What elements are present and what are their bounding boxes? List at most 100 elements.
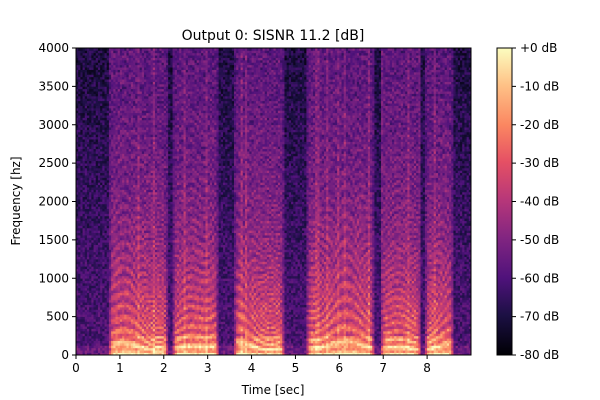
heatmap-cell: [133, 283, 136, 286]
heatmap-cell: [118, 242, 121, 245]
heatmap-cell: [105, 166, 108, 169]
heatmap-cell: [131, 223, 134, 226]
heatmap-cell: [144, 218, 147, 221]
heatmap-cell: [122, 317, 125, 320]
heatmap-cell: [91, 130, 94, 133]
heatmap-cell: [83, 127, 86, 130]
heatmap-cell: [122, 62, 125, 65]
heatmap-cell: [122, 228, 125, 231]
heatmap-cell: [146, 185, 149, 188]
heatmap-cell: [111, 204, 114, 207]
heatmap-cell: [94, 237, 97, 240]
heatmap-cell: [133, 257, 136, 260]
heatmap-cell: [144, 305, 147, 308]
heatmap-cell: [94, 72, 97, 75]
heatmap-cell: [159, 336, 162, 339]
heatmap-cell: [98, 103, 101, 106]
heatmap-cell: [83, 122, 86, 125]
heatmap-cell: [118, 336, 121, 339]
heatmap-cell: [102, 276, 105, 279]
heatmap-cell: [159, 259, 162, 262]
heatmap-cell: [111, 209, 114, 212]
heatmap-cell: [133, 348, 136, 351]
heatmap-cell: [122, 144, 125, 147]
heatmap-cell: [142, 158, 145, 161]
heatmap-cell: [98, 202, 101, 205]
heatmap-cell: [135, 338, 138, 341]
heatmap-cell: [159, 146, 162, 149]
heatmap-cell: [102, 245, 105, 248]
heatmap-cell: [122, 67, 125, 70]
heatmap-cell: [129, 154, 132, 157]
heatmap-cell: [159, 317, 162, 320]
heatmap-cell: [107, 285, 110, 288]
heatmap-cell: [137, 213, 140, 216]
heatmap-cell: [111, 278, 114, 281]
heatmap-cell: [100, 276, 103, 279]
heatmap-cell: [118, 158, 121, 161]
heatmap-cell: [100, 247, 103, 250]
heatmap-cell: [155, 252, 158, 255]
heatmap-cell: [151, 319, 154, 322]
heatmap-cell: [109, 50, 112, 53]
heatmap-cell: [109, 204, 112, 207]
heatmap-cell: [118, 295, 121, 298]
heatmap-cell: [122, 290, 125, 293]
heatmap-cell: [144, 168, 147, 171]
heatmap-cell: [89, 269, 92, 272]
heatmap-cell: [159, 216, 162, 219]
heatmap-cell: [109, 110, 112, 113]
heatmap-cell: [91, 273, 94, 276]
heatmap-cell: [122, 341, 125, 344]
heatmap-cell: [151, 55, 154, 58]
heatmap-cell: [91, 314, 94, 317]
heatmap-cell: [124, 103, 127, 106]
heatmap-cell: [131, 158, 134, 161]
heatmap-cell: [155, 190, 158, 193]
heatmap-cell: [80, 134, 83, 137]
heatmap-cell: [105, 192, 108, 195]
heatmap-cell: [113, 70, 116, 73]
heatmap-cell: [129, 127, 132, 130]
heatmap-cell: [83, 350, 86, 353]
heatmap-cell: [157, 58, 160, 61]
heatmap-cell: [126, 245, 129, 248]
heatmap-cell: [98, 206, 101, 209]
heatmap-cell: [137, 223, 140, 226]
heatmap-cell: [116, 161, 119, 164]
heatmap-cell: [126, 283, 129, 286]
heatmap-cell: [144, 333, 147, 336]
heatmap-cell: [85, 194, 88, 197]
heatmap-cell: [87, 125, 90, 128]
heatmap-cell: [83, 273, 86, 276]
heatmap-cell: [113, 307, 116, 310]
heatmap-cell: [124, 285, 127, 288]
heatmap-cell: [153, 178, 156, 181]
heatmap-cell: [89, 209, 92, 212]
heatmap-cell: [91, 317, 94, 320]
heatmap-cell: [133, 264, 136, 267]
heatmap-cell: [126, 221, 129, 224]
heatmap-cell: [100, 62, 103, 65]
heatmap-cell: [116, 317, 119, 320]
heatmap-cell: [124, 158, 127, 161]
heatmap-cell: [109, 103, 112, 106]
heatmap-cell: [113, 163, 116, 166]
heatmap-cell: [142, 305, 145, 308]
heatmap-cell: [133, 91, 136, 94]
heatmap-cell: [140, 237, 143, 240]
heatmap-cell: [146, 84, 149, 87]
heatmap-cell: [137, 91, 140, 94]
heatmap-cell: [91, 125, 94, 128]
heatmap-cell: [118, 211, 121, 214]
heatmap-cell: [94, 137, 97, 140]
heatmap-cell: [118, 113, 121, 116]
heatmap-cell: [85, 132, 88, 135]
heatmap-cell: [120, 228, 123, 231]
heatmap-cell: [120, 96, 123, 99]
heatmap-cell: [129, 67, 132, 70]
heatmap-cell: [137, 247, 140, 250]
heatmap-cell: [146, 293, 149, 296]
heatmap-cell: [120, 132, 123, 135]
heatmap-cell: [142, 192, 145, 195]
